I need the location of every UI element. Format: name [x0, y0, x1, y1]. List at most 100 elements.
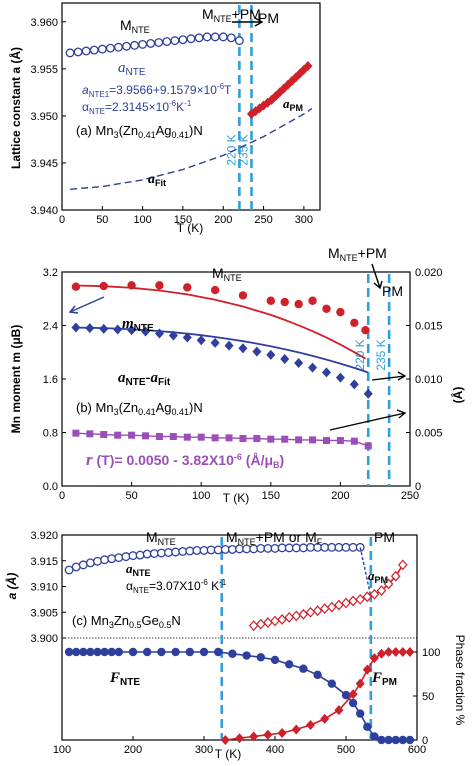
panel-b-m-point: [210, 285, 220, 295]
panel-c-fnte-point: [391, 735, 400, 745]
panel-c-fnte-point: [327, 679, 336, 688]
panel-a-anTE-point: [154, 38, 164, 47]
panel-b-phase-boundary-label: 235 K: [374, 339, 388, 370]
panel-b-diff-point: [85, 323, 95, 334]
panel-b-x-tick-label: 200: [331, 490, 349, 502]
panel-c-x-tick-label: 100: [53, 744, 71, 756]
panel-a-x-tick-label: 100: [133, 214, 151, 226]
panel-c-apm-point: [284, 611, 295, 623]
panel-b-diff-point: [363, 388, 373, 399]
panel-c-transition-drop: [359, 547, 372, 597]
panel-c-y2-tick-label: 100: [422, 647, 440, 659]
panel-a-x-tick-label: 200: [214, 214, 232, 226]
panel-a-x-tick-label: 50: [96, 214, 108, 226]
panel-b-m-point: [266, 296, 275, 305]
panel-a-anTE-point: [89, 45, 99, 55]
panel-c-fnte-point: [405, 735, 415, 745]
panel-b-r-point: [169, 433, 177, 441]
panel-a-anTE-point: [113, 42, 123, 52]
panel-c-y-tick-label: 3.910: [30, 582, 58, 594]
panel-b-r-point: [100, 431, 108, 439]
panel-c-phase-mix: MNTE+PM or MF: [226, 529, 323, 547]
panel-b-diff-point: [349, 379, 359, 390]
panel-c-fpm-line: [225, 651, 410, 741]
panel-c-fpm-point: [369, 653, 379, 664]
panel-a-label-anTE: aNTE: [118, 60, 146, 78]
panel-a-anTE-point: [194, 33, 204, 43]
panel-a-x-tick-label: 250: [254, 214, 272, 226]
panel-b-m-point: [361, 325, 370, 335]
panel-b-r-point: [322, 437, 330, 445]
panel-a-phase-boundary-label: 235 K: [236, 134, 250, 165]
panel-a-x-tick-label: 300: [295, 214, 313, 226]
panel-c-apm-point: [390, 570, 401, 582]
panel-c-fpm-point: [220, 735, 230, 745]
panel-c-fpm-point: [306, 720, 315, 731]
panel-b-diff-fit-line: [75, 326, 369, 374]
panel-b-r-point: [211, 434, 219, 442]
panel-c-y2-tick-label: 50: [422, 691, 434, 703]
panel-b-phase-mix: MNTE+PM: [328, 245, 387, 263]
panel-c-fnte-point: [93, 647, 102, 657]
panel-c-anTE-point: [156, 548, 166, 558]
panel-c-fpm-point: [334, 705, 344, 716]
panel-b-diff-point: [154, 328, 164, 339]
panel-b-r-point: [253, 435, 261, 443]
panel-a-x-tick-label: 0: [59, 214, 65, 226]
panel-c-fnte-point: [72, 647, 81, 657]
panel-b-m-point: [238, 291, 248, 300]
panel-c-phase-pm: PM: [374, 529, 395, 545]
panel-c-fnte-point: [256, 653, 265, 662]
panel-b-y2-tick-label: 0.005: [415, 428, 443, 440]
panel-b-r-point: [239, 435, 247, 443]
panel-c-apm-point: [291, 610, 302, 622]
panel-b-x-tick-label: 250: [401, 490, 419, 502]
panel-b-diff-point: [238, 343, 248, 354]
panel-c-apm-point: [376, 585, 387, 597]
panel-c-y-ticks: 3.900 3.905 3.910 3.915 3.920: [30, 530, 66, 645]
panel-b-r-point: [183, 433, 191, 441]
panel-a-y-label: Lattice constant a (Å): [8, 47, 23, 169]
panel-c-fnte-point: [377, 735, 386, 745]
panel-c-apm-point: [263, 617, 273, 628]
panel-a-phase-mix: MNTE+PM: [202, 6, 261, 24]
panel-c-anTE-point: [171, 547, 181, 557]
panel-b-diff-point: [294, 357, 304, 368]
panel-b-m-point: [127, 281, 136, 290]
panel-b-y2-tick-label: 0.010: [415, 374, 443, 386]
panel-b-left-axis-arrow: [68, 296, 105, 314]
panel-a-anTE-point: [186, 34, 196, 44]
panel-b-y-tick-label: 0.8: [43, 428, 58, 440]
panel-b-x-label: T (K): [223, 491, 249, 505]
panel-b-x-tick-label: 50: [125, 490, 137, 502]
panel-b-right-axis-arrow-2: [329, 409, 407, 431]
panel-b-m-point: [155, 281, 164, 290]
panel-c-anTE-point: [71, 562, 81, 572]
panel-c-apm-point: [348, 595, 358, 607]
panel-a-anTE-point: [178, 35, 188, 45]
panel-c-apm-point: [326, 601, 337, 613]
panel-c-fnte-point: [398, 735, 407, 745]
panel-c-y-tick-label: 3.905: [30, 607, 58, 619]
panel-c-fpm-point: [398, 647, 408, 657]
panel-a-y-tick-label: 3.955: [30, 64, 58, 76]
panel-a-anTE-point: [210, 32, 220, 42]
panel-c-apm-point: [270, 615, 280, 627]
panel-c-anTE-point: [142, 549, 152, 559]
panel-c-fnte-point: [86, 647, 95, 657]
panel-c-fnte-point: [143, 647, 152, 657]
panel-c-x-ticks: 100 200 300 400 500 600: [53, 736, 426, 756]
panel-b-series: [71, 281, 373, 450]
panel-c-x-label: T (K): [215, 747, 241, 761]
panel-b-r-point: [72, 429, 80, 437]
panel-b-diff-point: [141, 326, 151, 337]
panel-c-phase-lines: [220, 537, 373, 740]
panel-c-anTE-point: [78, 560, 88, 570]
panel-c-anTE-point: [185, 546, 195, 556]
panel-c-fnte-point: [107, 647, 116, 657]
panel-c-fnte-point: [128, 647, 138, 657]
panel-a-x-tick-label: 150: [174, 214, 192, 226]
panel-b-diff-point: [113, 324, 123, 335]
panel-c-label-apm: aPM: [368, 568, 388, 585]
